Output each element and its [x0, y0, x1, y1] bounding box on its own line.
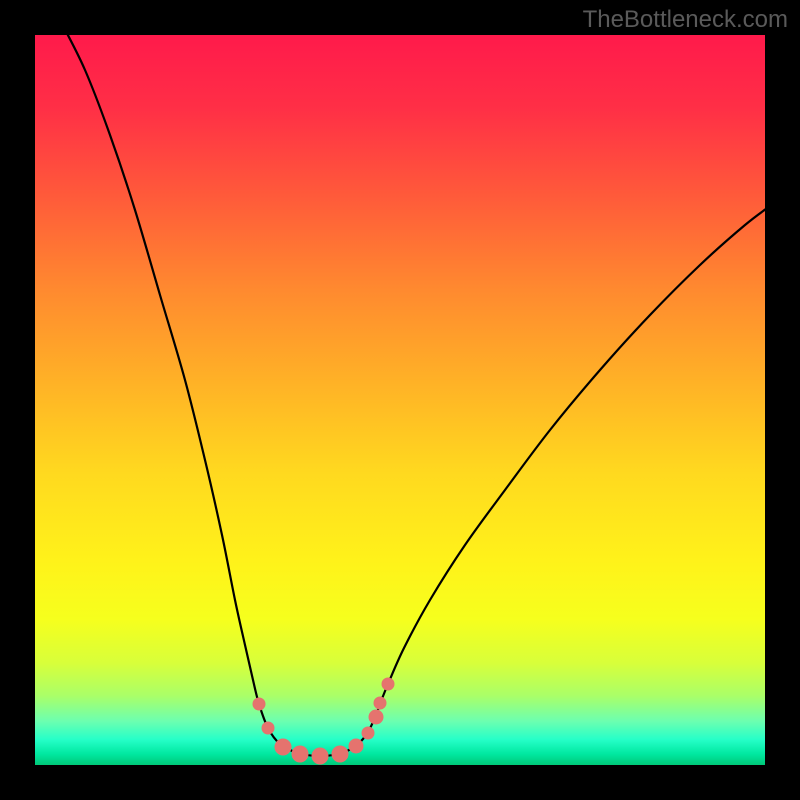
watermark-text: TheBottleneck.com: [583, 6, 788, 34]
gradient-background: [35, 35, 765, 765]
chart-stage: TheBottleneck.com: [0, 0, 800, 800]
